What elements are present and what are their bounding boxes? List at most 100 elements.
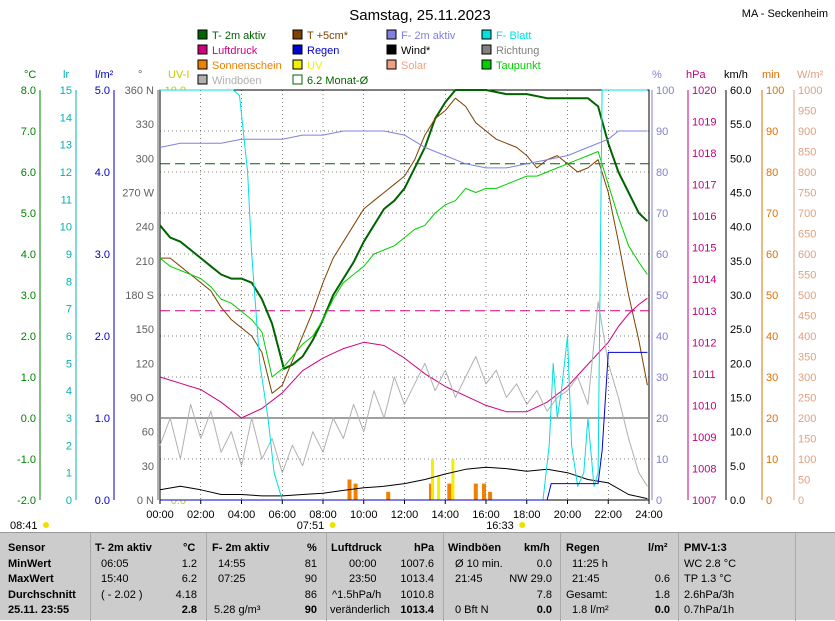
axis-tick-label: 0: [766, 495, 772, 507]
hum-max-value: 90: [304, 573, 317, 585]
axis-tick-label: 40.0: [730, 222, 751, 234]
axis-tick-label: 0: [798, 495, 804, 507]
axis-tick-label: 10: [656, 454, 668, 466]
weather-chart: Samstag, 25.11.2023 MA - Seckenheim T- 2…: [10, 7, 828, 532]
axis-tick-label: 30: [766, 372, 778, 384]
axis-tick-label: 70: [766, 208, 778, 220]
press-max-time: 23:50: [349, 573, 377, 585]
axis-tick-label: 5: [66, 358, 72, 370]
axis-tick-label: 300: [136, 153, 154, 165]
header-rain: Regen: [566, 542, 600, 554]
axis-tick-label: 550: [798, 270, 816, 282]
axis-tick-label: 0.0: [730, 495, 745, 507]
x-tick-label: 06:00: [268, 509, 296, 521]
gust-max-value: NW 29.0: [509, 573, 552, 585]
axis-tick-label: 20: [656, 413, 668, 425]
rain-month: 1.8 l/m²: [572, 604, 609, 616]
press-min-value: 1007.6: [400, 558, 434, 570]
legend-swatch: [292, 74, 303, 85]
gust-day-avg: 7.8: [536, 589, 552, 601]
sun-marker-label: 08:41: [10, 520, 38, 532]
legend-label: T- 2m aktiv: [212, 30, 266, 42]
sunshine-bar: [386, 491, 391, 500]
axis-tick-label: 600: [798, 249, 816, 261]
axis-tick-label: 1013: [692, 306, 716, 318]
axis-tick-label: 150: [798, 434, 816, 446]
axis-tick-label: 4: [66, 386, 72, 398]
x-tick-label: 24:00: [635, 509, 663, 521]
uv-bar: [437, 475, 441, 500]
pmv-trend1h: 0.7hPa/1h: [684, 604, 735, 616]
axis-tick-label: 30: [142, 461, 154, 473]
legend-swatch: [197, 44, 208, 55]
axis-tick-label: 10.0: [730, 427, 751, 439]
header-humidity-unit: %: [307, 542, 317, 554]
axis-tick-label: 60: [142, 427, 154, 439]
axis-tick-label: 1019: [692, 117, 716, 129]
axis-tick-label: 0.0: [95, 495, 110, 507]
sun-marker-label: 16:33: [486, 520, 514, 532]
axis-unit-label: hPa: [686, 69, 706, 81]
divider: [443, 533, 444, 621]
press-max-value: 1013.4: [400, 573, 434, 585]
axis-unit-label: lr: [63, 69, 69, 81]
axis-tick-label: 250: [798, 393, 816, 405]
legend-swatch: [292, 59, 303, 70]
legend-label: T +5cm*: [307, 30, 349, 42]
uv-bar: [431, 459, 435, 500]
axis-unit-label: %: [652, 69, 662, 81]
pmv-trend3h: 2.6hPa/3h: [684, 589, 735, 601]
axis-tick-label: 210: [136, 256, 154, 268]
header-pmv: PMV-1:3: [684, 542, 727, 554]
x-tick-label: 02:00: [187, 509, 215, 521]
uv-bar: [451, 459, 455, 500]
legend-swatch: [197, 59, 208, 70]
axis-tick-label: 35.0: [730, 256, 751, 268]
hum-min-value: 81: [304, 558, 317, 570]
x-tick-label: 20:00: [554, 509, 582, 521]
x-tick-label: 14:00: [431, 509, 459, 521]
pmv-windchill: WC 2.8 °C: [684, 558, 737, 570]
header-temp: T- 2m aktiv: [95, 542, 152, 554]
axis-tick-label: 90: [766, 126, 778, 138]
axis-tick-label: 1009: [692, 432, 716, 444]
axis-tick-label: 13: [60, 140, 72, 152]
axis-tick-label: 2.0: [21, 331, 36, 343]
axis-tick-label: 180 S: [125, 290, 154, 302]
rain-total-value: 1.8: [654, 589, 670, 601]
gust-current-value: 0.0: [536, 604, 552, 616]
axis-tick-label: 650: [798, 229, 816, 241]
axis-tick-label: 1017: [692, 180, 716, 192]
x-tick-label: 12:00: [391, 509, 419, 521]
axis-tick-label: 450: [798, 311, 816, 323]
hum-avg-value: 86: [304, 589, 317, 601]
axis-tick-label: 55.0: [730, 119, 751, 131]
axis-tick-label: 1016: [692, 211, 716, 223]
legend-label: Wind*: [401, 45, 431, 57]
axis-tick-label: 80: [766, 167, 778, 179]
axis-tick-label: 1.0: [95, 413, 110, 425]
legend-swatch: [197, 74, 208, 85]
legend-label: Taupunkt: [496, 60, 541, 72]
axis-tick-label: 1018: [692, 148, 716, 160]
axis-tick-label: 15.0: [730, 393, 751, 405]
sunshine-bar: [481, 483, 486, 500]
sun-icon: [329, 522, 336, 528]
x-tick-label: 22:00: [594, 509, 622, 521]
series-line: [159, 297, 648, 419]
series-line: [160, 89, 648, 501]
axis-tick-label: 8: [66, 276, 72, 288]
axis-tick-label: 30: [656, 372, 668, 384]
axis-tick-label: 1012: [692, 337, 716, 349]
header-gust-unit: km/h: [524, 542, 550, 554]
legend: T- 2m aktiv T +5cm* F- 2m aktiv F- Blatt Luf…: [197, 29, 541, 87]
axis-tick-label: 270 W: [122, 188, 154, 200]
axis-tick-label: 3.0: [95, 249, 110, 261]
axis-tick-label: 1011: [692, 369, 716, 381]
temp-min-time: 06:05: [101, 558, 129, 570]
axis-tick-label: 45.0: [730, 188, 751, 200]
sunshine-bar: [428, 483, 433, 500]
axis-tick-label: 5.0: [95, 85, 110, 97]
axis-tick-label: 3: [66, 413, 72, 425]
legend-label: Solar: [401, 60, 427, 72]
